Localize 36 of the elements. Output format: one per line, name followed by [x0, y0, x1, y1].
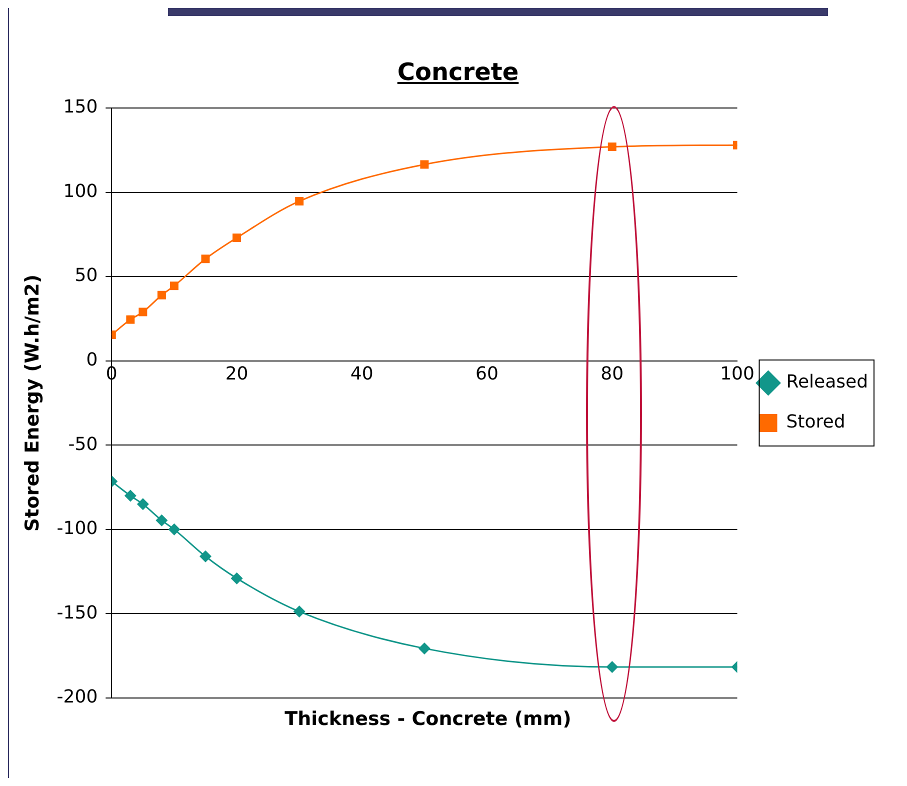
y-tick-label: 100: [63, 180, 98, 202]
point: [157, 290, 166, 300]
point: [420, 160, 429, 169]
point: [199, 550, 212, 562]
point: [418, 642, 430, 654]
y-tick-label: -50: [68, 434, 98, 455]
x-tick-label: 40: [350, 363, 374, 384]
point: [295, 196, 304, 206]
y-tick-label: -200: [56, 686, 98, 708]
point: [168, 523, 180, 536]
point: [293, 606, 306, 618]
x-axis-title: Thickness - Concrete (mm): [284, 708, 572, 730]
point: [606, 660, 618, 673]
point: [230, 572, 243, 584]
y-axis-title: Stored Energy (W.h/m2): [21, 274, 44, 532]
point: [126, 315, 135, 324]
x-tick-label: 60: [476, 363, 498, 384]
point: [138, 308, 148, 316]
y-tick-label: 0: [86, 350, 98, 371]
point: [170, 282, 178, 290]
y-tick-label: -150: [56, 602, 98, 624]
legend-label: Released: [786, 372, 868, 393]
point: [232, 234, 242, 242]
point: [124, 490, 136, 502]
legend-label: Stored: [786, 412, 846, 433]
y-tick-label: 150: [63, 96, 98, 118]
point: [201, 254, 210, 264]
point: [156, 514, 168, 526]
x-tick-label: 100: [720, 363, 754, 384]
point: [136, 498, 149, 510]
y-tick-label: -100: [56, 518, 98, 540]
x-tick-label: 20: [225, 363, 248, 384]
x-tick-label: 80: [600, 363, 624, 384]
chart-title: Concrete: [396, 58, 520, 86]
y-tick-label: 50: [74, 265, 98, 286]
point: [608, 142, 616, 152]
